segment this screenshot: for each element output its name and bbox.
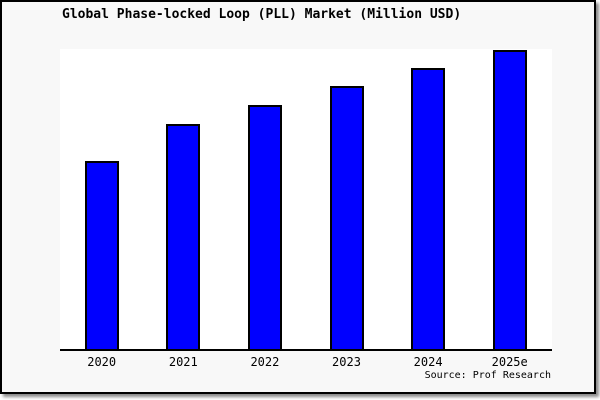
bar-2025e <box>492 50 527 349</box>
x-axis-label-2021: 2021 <box>168 355 198 369</box>
bar-2020 <box>84 161 119 349</box>
x-axis-label-2025e: 2025e <box>491 355 528 369</box>
plot-area <box>60 49 552 351</box>
bar-2024 <box>411 68 446 349</box>
source-credit: Source: Prof Research <box>424 370 551 381</box>
x-axis-label-2023: 2023 <box>332 355 361 369</box>
x-axis-label-2020: 2020 <box>87 355 117 369</box>
x-axis-label-2022: 2022 <box>250 355 280 369</box>
bar-2023 <box>329 86 364 349</box>
bar-2021 <box>166 124 201 349</box>
chart-title: Global Phase-locked Loop (PLL) Market (M… <box>62 7 462 22</box>
x-axis-label-2024: 2024 <box>413 355 443 369</box>
bar-2022 <box>247 105 282 349</box>
